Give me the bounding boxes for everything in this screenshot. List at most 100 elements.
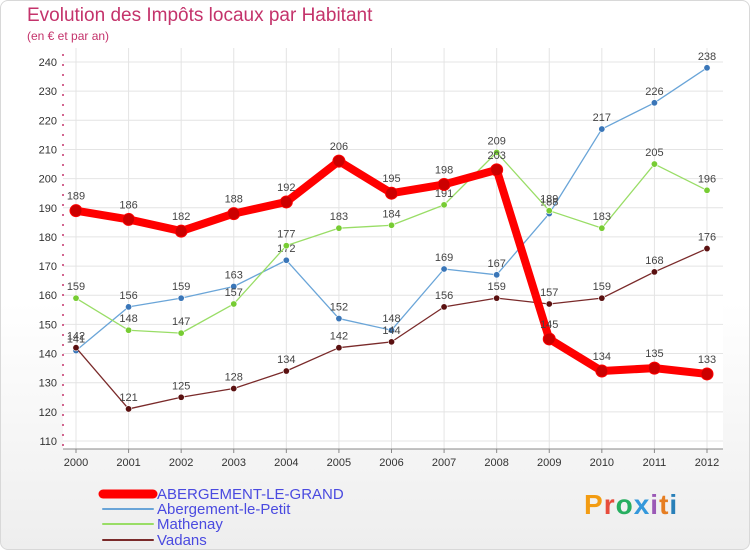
data-label: 186 (119, 199, 137, 211)
data-point (125, 405, 133, 413)
data-label: 142 (67, 331, 85, 343)
data-label: 128 (225, 372, 243, 384)
data-point (650, 160, 658, 168)
data-point (177, 393, 185, 401)
data-label: 159 (67, 281, 85, 293)
data-point (335, 344, 343, 352)
data-label: 189 (67, 191, 85, 203)
data-point (335, 315, 343, 323)
logo-letter: i (669, 489, 679, 520)
proxiti-logo: Proxiti (584, 489, 678, 521)
data-label: 188 (225, 194, 243, 206)
x-tick-label: 2007 (432, 457, 456, 469)
data-point (493, 148, 501, 156)
data-point (650, 99, 658, 107)
data-label: 217 (593, 112, 611, 124)
data-point (125, 303, 133, 311)
legend-label-1: Abergement-le-Petit (157, 501, 291, 518)
data-point (282, 256, 290, 264)
data-label: 163 (225, 269, 243, 281)
data-label: 157 (540, 287, 558, 299)
logo-letter: r (603, 489, 616, 520)
data-point (282, 367, 290, 375)
data-label: 196 (698, 173, 716, 185)
y-tick-label: 130 (39, 378, 57, 390)
data-label: 121 (119, 392, 137, 404)
data-label: 182 (172, 211, 190, 223)
y-tick-label: 240 (39, 57, 57, 69)
data-point (72, 294, 80, 302)
x-tick-label: 2008 (484, 457, 508, 469)
x-tick-label: 2011 (643, 457, 667, 469)
chart-title: Evolution des Impôts locaux par Habitant (27, 5, 373, 26)
data-point (440, 303, 448, 311)
data-label: 238 (698, 51, 716, 63)
data-point (493, 271, 501, 279)
data-label: 134 (593, 351, 611, 363)
y-tick-label: 140 (39, 349, 57, 361)
data-label: 206 (330, 141, 348, 153)
data-point (598, 125, 606, 133)
data-label: 192 (277, 182, 295, 194)
data-point (493, 294, 501, 302)
data-label: 195 (382, 173, 400, 185)
data-label: 177 (277, 229, 295, 241)
data-label: 145 (540, 319, 558, 331)
data-point (440, 265, 448, 273)
data-point (440, 201, 448, 209)
y-tick-label: 180 (39, 232, 57, 244)
data-label: 156 (435, 290, 453, 302)
legend-label-3: Vadans (157, 532, 207, 549)
data-point (545, 300, 553, 308)
data-point (385, 186, 398, 200)
y-tick-label: 110 (39, 436, 57, 448)
data-label: 209 (487, 135, 505, 147)
x-tick-label: 2001 (116, 457, 140, 469)
data-label: 135 (645, 348, 663, 360)
data-point (490, 163, 504, 177)
data-label: 226 (645, 86, 663, 98)
data-point (122, 212, 136, 226)
y-tick-label: 160 (39, 290, 57, 302)
data-point (72, 344, 80, 352)
data-point (174, 224, 188, 238)
logo-letter: t (659, 489, 670, 520)
legend-label-2: Mathenay (157, 516, 223, 533)
data-point (647, 361, 661, 375)
data-point (279, 195, 293, 209)
data-point (703, 64, 711, 72)
y-tick-label: 170 (39, 261, 57, 273)
data-label: 169 (435, 252, 453, 264)
data-point (332, 154, 346, 168)
y-tick-label: 120 (39, 407, 57, 419)
data-point (437, 177, 451, 191)
data-label: 141 (67, 334, 85, 346)
data-label: 183 (593, 211, 611, 223)
data-label: 148 (119, 313, 137, 325)
data-label: 189 (540, 194, 558, 206)
data-label: 203 (487, 150, 505, 162)
data-point (700, 367, 714, 381)
data-label: 168 (645, 255, 663, 267)
x-tick-label: 2003 (222, 457, 246, 469)
data-label: 184 (382, 208, 400, 220)
data-label: 133 (698, 354, 716, 366)
y-tick-label: 230 (39, 86, 57, 98)
data-point (387, 221, 395, 229)
data-label: 134 (277, 354, 295, 366)
y-tick-label: 200 (39, 174, 57, 186)
data-label: 144 (382, 325, 400, 337)
data-label: 125 (172, 380, 190, 392)
data-point (545, 207, 553, 215)
plot-area (63, 48, 723, 449)
x-tick-label: 2000 (64, 457, 88, 469)
y-tick-label: 150 (39, 319, 57, 331)
x-tick-label: 2006 (379, 457, 403, 469)
data-point (650, 268, 658, 276)
data-point (595, 364, 609, 378)
data-label: 159 (172, 281, 190, 293)
data-point (387, 338, 395, 346)
data-label: 159 (593, 281, 611, 293)
data-point (69, 204, 83, 218)
